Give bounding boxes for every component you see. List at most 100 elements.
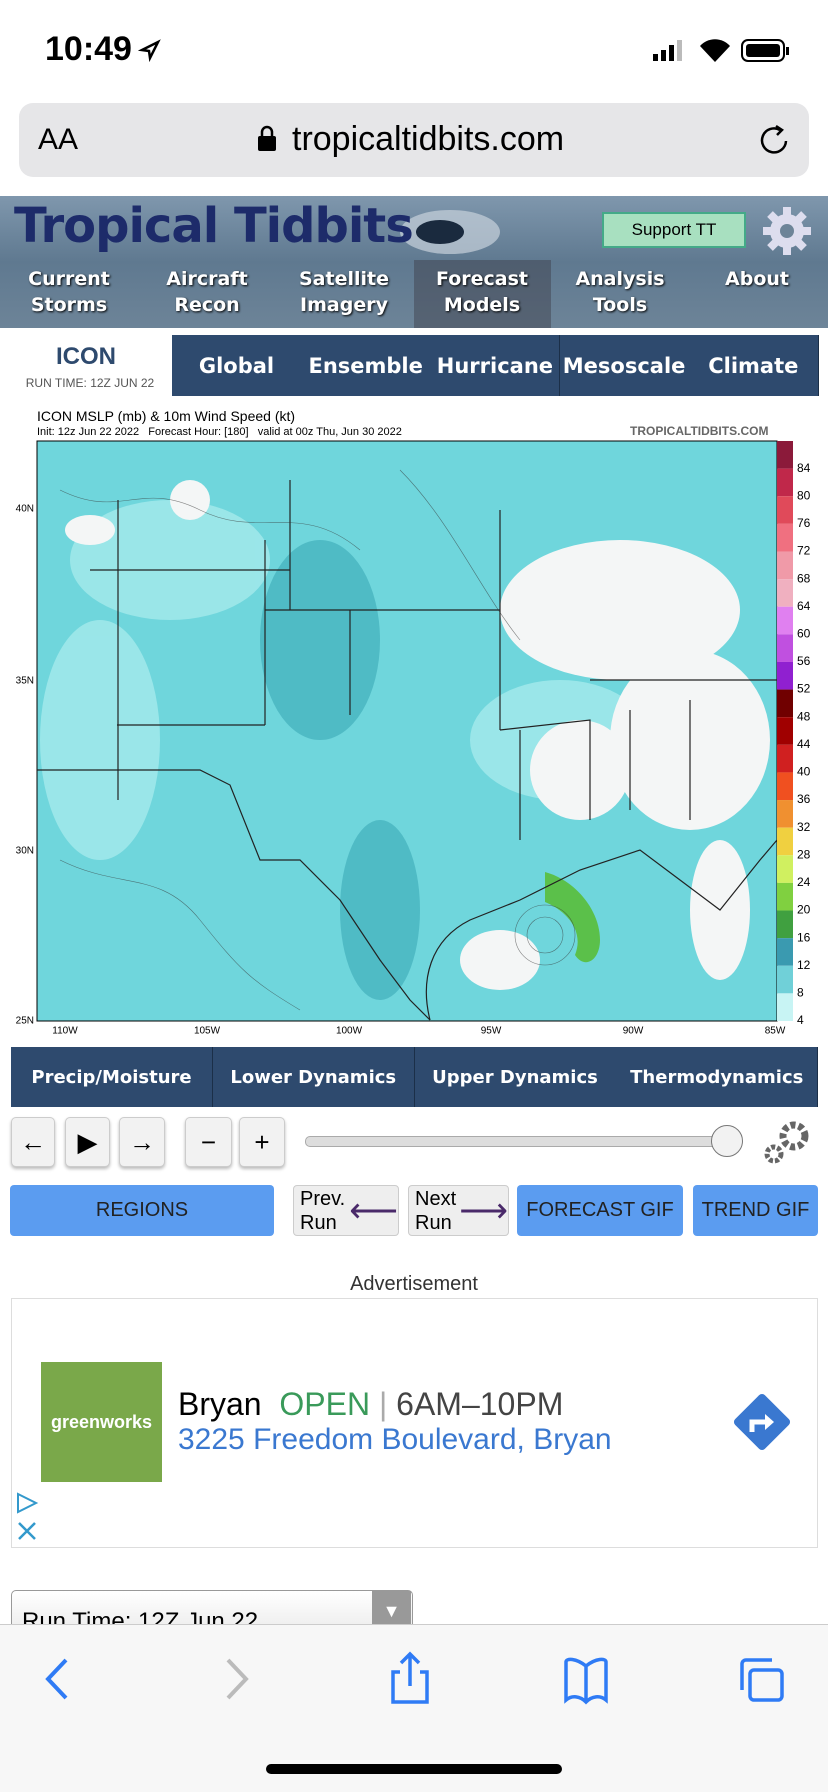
colorbar-swatch xyxy=(777,496,793,524)
lat-label: 30N xyxy=(16,846,34,857)
colorbar-label: 48 xyxy=(797,709,811,723)
nav-link[interactable]: Analysis Tools xyxy=(575,268,665,316)
colorbar-swatch xyxy=(777,800,793,828)
colorbar-label: 56 xyxy=(797,654,811,668)
nav-link[interactable]: Satellite Imagery xyxy=(299,268,389,316)
ad-headline[interactable]: Bryan OPEN | 6AM–10PM xyxy=(178,1386,564,1422)
colorbar-swatch xyxy=(777,965,793,994)
clock: 10:49 xyxy=(45,30,132,68)
colorbar-swatch xyxy=(777,579,793,607)
arrow-icon: ⟵ xyxy=(349,1191,398,1230)
home-indicator xyxy=(266,1764,562,1774)
reload-icon[interactable] xyxy=(758,124,792,158)
ad-label: Advertisement xyxy=(350,1273,478,1295)
colorbar-swatch xyxy=(777,606,793,635)
colorbar-swatch xyxy=(777,689,793,718)
colorbar-label: 68 xyxy=(797,571,811,585)
colorbar-swatch xyxy=(777,441,793,469)
model-tab[interactable]: Mesoscale xyxy=(559,335,690,396)
colorbar-swatch xyxy=(777,551,793,580)
back-icon[interactable] xyxy=(45,1658,68,1700)
lon-label: 100W xyxy=(336,1026,363,1037)
bookmarks-icon[interactable] xyxy=(564,1657,608,1705)
lon-label: 85W xyxy=(765,1026,786,1037)
text-size-button[interactable]: AA xyxy=(38,123,79,156)
forward-button[interactable]: → xyxy=(119,1117,165,1167)
category-tab[interactable]: Precip/Moisture xyxy=(11,1047,213,1107)
time-slider[interactable] xyxy=(305,1136,737,1147)
tabs-icon[interactable] xyxy=(740,1658,784,1702)
prev-run-label: Prev. Run xyxy=(300,1187,346,1234)
colorbar-swatch xyxy=(777,661,793,690)
colorbar-swatch xyxy=(777,468,793,497)
model-name: ICON xyxy=(56,343,116,370)
colorbar-label: 52 xyxy=(797,682,811,696)
map-subtitle: Init: 12z Jun 22 2022 Forecast Hour: [18… xyxy=(37,426,402,438)
address-bar[interactable] xyxy=(19,103,809,177)
colorbar-label: 40 xyxy=(797,765,811,779)
nav-link[interactable]: About xyxy=(725,268,789,290)
toolbar-icons xyxy=(45,1651,784,1705)
nav-link[interactable]: Forecast Models xyxy=(436,268,528,316)
lon-label: 105W xyxy=(194,1026,221,1037)
colorbar-label: 80 xyxy=(797,488,811,502)
ad-logo[interactable]: greenworks xyxy=(41,1362,162,1482)
play-button[interactable]: ▶ xyxy=(65,1117,110,1167)
nav-link[interactable]: Current Storms xyxy=(28,268,110,316)
colorbar-swatch xyxy=(777,827,793,856)
lock-icon xyxy=(258,125,276,151)
lat-label: 25N xyxy=(16,1016,34,1027)
ad-status: OPEN xyxy=(279,1386,371,1422)
colorbar-label: 32 xyxy=(797,820,811,834)
colorbar-swatch xyxy=(777,772,793,801)
slider-knob[interactable] xyxy=(711,1125,743,1157)
logo[interactable]: Tropical Tidbits xyxy=(14,198,414,254)
back-button[interactable]: ← xyxy=(11,1117,55,1167)
colorbar-label: 64 xyxy=(797,599,811,613)
animation-settings[interactable] xyxy=(760,1118,816,1168)
model-tab[interactable]: Global xyxy=(172,335,302,396)
colorbar-label: 8 xyxy=(797,986,804,1000)
colorbar-label: 24 xyxy=(797,875,811,889)
ad-box[interactable] xyxy=(11,1298,818,1548)
minus-button[interactable]: − xyxy=(185,1117,232,1167)
status-icons xyxy=(653,39,789,62)
lon-label: 110W xyxy=(52,1026,78,1037)
map-title: ICON MSLP (mb) & 10m Wind Speed (kt) xyxy=(37,408,296,424)
plus-button[interactable]: + xyxy=(239,1117,285,1167)
colorbar-label: 16 xyxy=(797,930,811,944)
colorbar-swatch xyxy=(777,938,793,966)
model-tab[interactable]: Ensemble xyxy=(301,335,432,396)
colorbar-label: 28 xyxy=(797,847,811,861)
colorbar-label: 84 xyxy=(797,461,811,475)
share-icon[interactable] xyxy=(391,1651,429,1704)
url[interactable]: tropicaltidbits.com xyxy=(292,120,565,158)
arrow-icon: ⟶ xyxy=(459,1191,508,1230)
ad-hours: 6AM–10PM xyxy=(396,1386,564,1422)
category-tab[interactable]: Upper Dynamics xyxy=(414,1047,617,1107)
nav-link[interactable]: Aircraft Recon xyxy=(166,268,248,316)
forecast-gif-button[interactable]: FORECAST GIF xyxy=(517,1185,683,1236)
regions-button[interactable]: REGIONS xyxy=(10,1185,274,1236)
location-icon xyxy=(138,39,161,62)
model-tab[interactable]: Climate xyxy=(688,335,819,396)
colorbar-label: 76 xyxy=(797,516,811,530)
category-tab[interactable]: Thermodynamics xyxy=(616,1047,819,1107)
colorbar-swatch xyxy=(777,882,793,911)
settings-gear[interactable] xyxy=(760,204,814,258)
category-tab[interactable]: Lower Dynamics xyxy=(212,1047,415,1107)
colorbar-label: 12 xyxy=(797,958,811,972)
ad-choices[interactable] xyxy=(14,1490,42,1544)
support-button[interactable]: Support TT xyxy=(602,212,746,248)
prev-run-button[interactable]: Prev. Run ⟵ xyxy=(293,1185,399,1236)
model-tab[interactable]: Hurricane xyxy=(430,335,561,396)
ad-address[interactable]: 3225 Freedom Boulevard, Bryan xyxy=(178,1423,612,1456)
colorbar-label: 60 xyxy=(797,627,811,641)
directions-icon[interactable] xyxy=(727,1387,797,1457)
trend-gif-button[interactable]: TREND GIF xyxy=(693,1185,818,1236)
colorbar-swatch xyxy=(777,717,793,745)
next-run-button[interactable]: Next Run ⟶ xyxy=(408,1185,509,1236)
lon-label: 90W xyxy=(623,1026,644,1037)
hurricane-image xyxy=(400,210,500,254)
